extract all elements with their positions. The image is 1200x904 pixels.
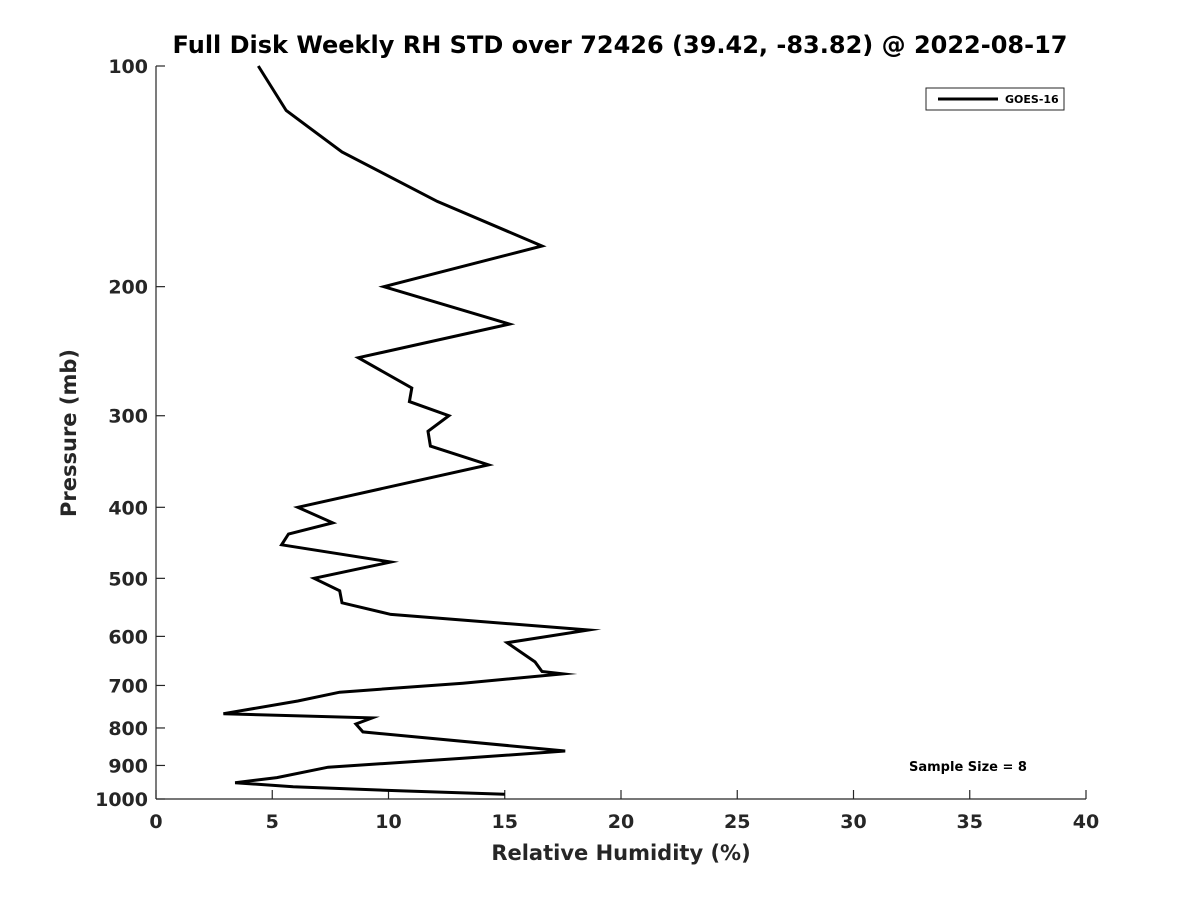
x-axis-ticks: 0 5 10 15 20 25 30 35 40 <box>149 790 1099 833</box>
y-tick-label: 500 <box>108 568 148 590</box>
series-line-goes-16 <box>223 65 602 796</box>
x-tick-label: 30 <box>840 811 866 833</box>
x-tick-label: 10 <box>375 811 401 833</box>
y-tick-label: 400 <box>108 497 148 519</box>
x-tick-label: 15 <box>492 811 518 833</box>
x-tick-label: 35 <box>957 811 983 833</box>
x-axis-label: Relative Humidity (%) <box>491 841 750 865</box>
x-tick-label: 0 <box>149 811 162 833</box>
legend-label-goes-16: GOES-16 <box>1005 93 1059 106</box>
y-tick-label: 1000 <box>95 789 148 811</box>
y-tick-label: 300 <box>108 406 148 428</box>
x-tick-label: 40 <box>1073 811 1099 833</box>
y-tick-label: 800 <box>108 718 148 740</box>
y-axis-ticks: 100 200 300 400 500 600 700 800 900 1000 <box>95 56 165 811</box>
x-tick-label: 25 <box>724 811 750 833</box>
y-tick-label: 700 <box>108 675 148 697</box>
chart-title: Full Disk Weekly RH STD over 72426 (39.4… <box>173 31 1068 59</box>
plot-area <box>156 66 1086 799</box>
y-tick-label: 900 <box>108 755 148 777</box>
y-tick-label: 600 <box>108 626 148 648</box>
x-tick-label: 20 <box>608 811 634 833</box>
x-tick-label: 5 <box>266 811 279 833</box>
y-tick-label: 100 <box>108 56 148 78</box>
y-axis-label: Pressure (mb) <box>57 349 81 517</box>
sample-size-annotation: Sample Size = 8 <box>909 760 1027 775</box>
series-layer <box>223 65 602 796</box>
y-tick-label: 200 <box>108 277 148 299</box>
legend: GOES-16 <box>925 87 1065 111</box>
